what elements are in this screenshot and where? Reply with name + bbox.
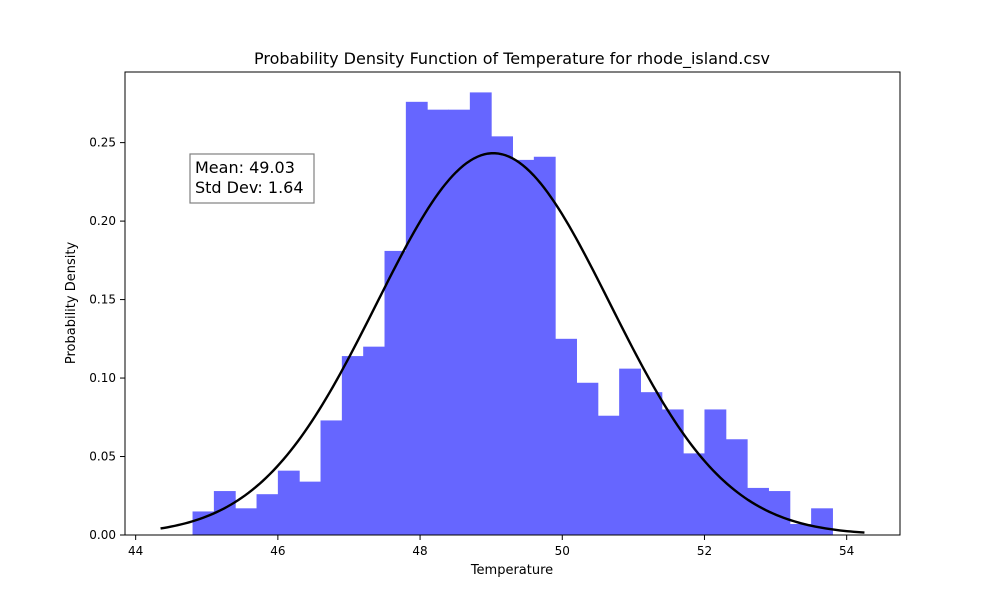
histogram-bar <box>768 491 791 535</box>
x-tick-label: 48 <box>412 544 427 558</box>
x-tick-label: 54 <box>839 544 854 558</box>
histogram-bar <box>363 346 386 535</box>
x-tick-label: 44 <box>128 544 143 558</box>
histogram-bar <box>213 491 236 535</box>
pdf-curve <box>160 152 865 534</box>
y-tick-label: 0.20 <box>89 214 116 228</box>
stats-annotation: Mean: 49.03 Std Dev: 1.64 <box>189 153 315 204</box>
histogram-bar <box>747 487 769 535</box>
histogram-bar <box>576 382 599 535</box>
histogram-bar <box>619 368 641 535</box>
histogram-bar <box>555 338 577 535</box>
y-tick-label: 0.15 <box>89 293 116 307</box>
x-axis-ticks: 44 46 48 50 52 54 <box>128 535 854 558</box>
stats-mean-text: Mean: 49.03 <box>195 158 295 177</box>
histogram-bar <box>469 92 492 536</box>
histogram-bar <box>640 392 663 535</box>
histogram-bar <box>320 420 343 535</box>
histogram-bars <box>192 92 833 536</box>
y-tick-label: 0.00 <box>89 528 116 542</box>
y-tick-label: 0.25 <box>89 136 116 150</box>
y-axis-label: Probability Density <box>64 242 79 365</box>
histogram-bar <box>811 508 833 535</box>
histogram-bar <box>427 109 450 536</box>
histogram-bar <box>256 494 279 535</box>
stats-std-text: Std Dev: 1.64 <box>195 178 304 197</box>
histogram-bar <box>384 250 407 535</box>
histogram-bar <box>789 524 812 535</box>
histogram-bar <box>299 481 322 535</box>
histogram-bar <box>725 439 748 535</box>
x-tick-label: 50 <box>555 544 570 558</box>
histogram-bar <box>235 508 258 535</box>
histogram-bar <box>597 415 620 535</box>
histogram-bar <box>405 101 428 535</box>
histogram-bar <box>448 109 471 536</box>
histogram-bar <box>683 453 705 535</box>
x-tick-label: 46 <box>270 544 285 558</box>
plot-frame <box>124 71 901 536</box>
histogram-bar <box>512 159 535 535</box>
histogram-bar <box>192 511 215 535</box>
histogram-bar <box>533 156 556 535</box>
histogram-bar <box>661 409 684 535</box>
histogram-bar <box>277 470 300 535</box>
y-axis-ticks: 0.00 0.05 0.10 0.15 0.20 0.25 <box>89 136 125 542</box>
y-tick-label: 0.05 <box>89 450 116 464</box>
histogram-bar <box>491 136 513 535</box>
x-tick-label: 52 <box>697 544 712 558</box>
x-axis-label: Temperature <box>470 563 553 578</box>
stats-annotation-box <box>189 153 315 204</box>
histogram-bar <box>341 356 364 535</box>
y-tick-label: 0.10 <box>89 371 116 385</box>
chart-title: Probability Density Function of Temperat… <box>254 49 770 69</box>
